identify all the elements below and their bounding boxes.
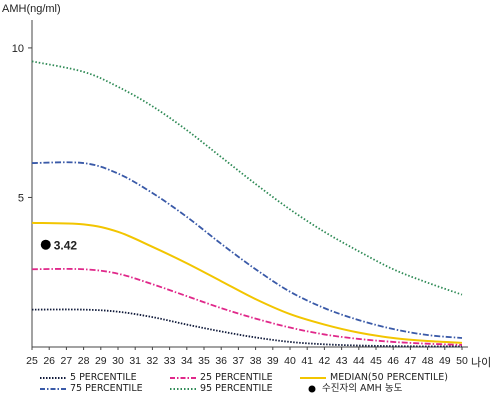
x-tick-label: 42 [319,355,331,367]
series-line-3 [31,161,463,339]
x-tick-label: 32 [147,355,159,367]
x-tick-label: 27 [61,355,73,367]
legend-item-25-percentile: 25 PERCENTILE [170,372,273,383]
series-lines [31,60,463,348]
x-tick-label: 29 [95,355,107,367]
x-tick-label: 44 [353,355,365,367]
x-tick-label: 38 [250,355,262,367]
x-tick-label: 35 [198,355,210,367]
x-tick-label: 50 [456,355,468,367]
legend-dot-icon [308,385,316,392]
series-line-4 [31,60,463,296]
legend-item-95-percentile: 95 PERCENTILE [170,383,273,394]
legend-label: 5 PERCENTILE [70,372,137,383]
series-line-2 [31,221,463,344]
x-ticks: 25 26 27 28 29 30 31 32 33 34 35 36 37 38 39 40 41 42 43 44… [26,347,468,367]
patient-amh-point [40,239,51,250]
x-tick-label: 26 [43,355,55,367]
series-line-0 [31,308,463,348]
series-line-1 [31,268,463,346]
patient-amh-value-label: 3.42 [54,239,78,253]
y-axis-label: AMH(ng/ml) [2,3,61,15]
x-tick-label: 47 [405,355,417,367]
x-tick-label: 45 [370,355,382,367]
legend-item-patient-amh: 수진자의 AMH 농도 [308,383,402,394]
axes [31,20,468,348]
x-tick-label: 48 [422,355,434,367]
x-tick-label: 37 [233,355,245,367]
legend: 5 PERCENTILE 25 PERCENTILE MEDIAN(50 PER… [0,370,500,400]
x-tick-label: 30 [112,355,124,367]
legend-label: 수진자의 AMH 농도 [322,383,403,394]
legend-item-median: MEDIAN(50 PERCENTILE) [300,372,448,383]
legend-label: 95 PERCENTILE [200,383,273,394]
x-tick-label: 41 [301,355,313,367]
x-tick-label: 31 [129,355,141,367]
x-tick-label: 43 [336,355,348,367]
legend-label: MEDIAN(50 PERCENTILE) [330,372,448,383]
legend-label: 25 PERCENTILE [200,372,273,383]
amh-chart: AMH(ng/ml) 나이 5 10 25 26 27 28 29 30 31 32 33 34 35… [2,3,491,369]
x-tick-label: 33 [164,355,176,367]
x-tick-label: 49 [439,355,451,367]
x-axis-label: 나이 [471,356,491,369]
y-tick-label: 5 [18,192,24,204]
x-tick-label: 40 [284,355,296,367]
legend-item-5-percentile: 5 PERCENTILE [40,372,137,383]
y-ticks: 5 10 [12,43,32,204]
data-points: 3.42 [40,239,78,253]
y-tick-label: 10 [12,43,24,55]
x-tick-label: 25 [26,355,38,367]
x-tick-label: 39 [267,355,279,367]
x-tick-label: 46 [387,355,399,367]
legend-label: 75 PERCENTILE [70,383,143,394]
x-tick-label: 28 [78,355,90,367]
legend-item-75-percentile: 75 PERCENTILE [40,383,143,394]
x-tick-label: 36 [215,355,227,367]
x-tick-label: 34 [181,355,193,367]
